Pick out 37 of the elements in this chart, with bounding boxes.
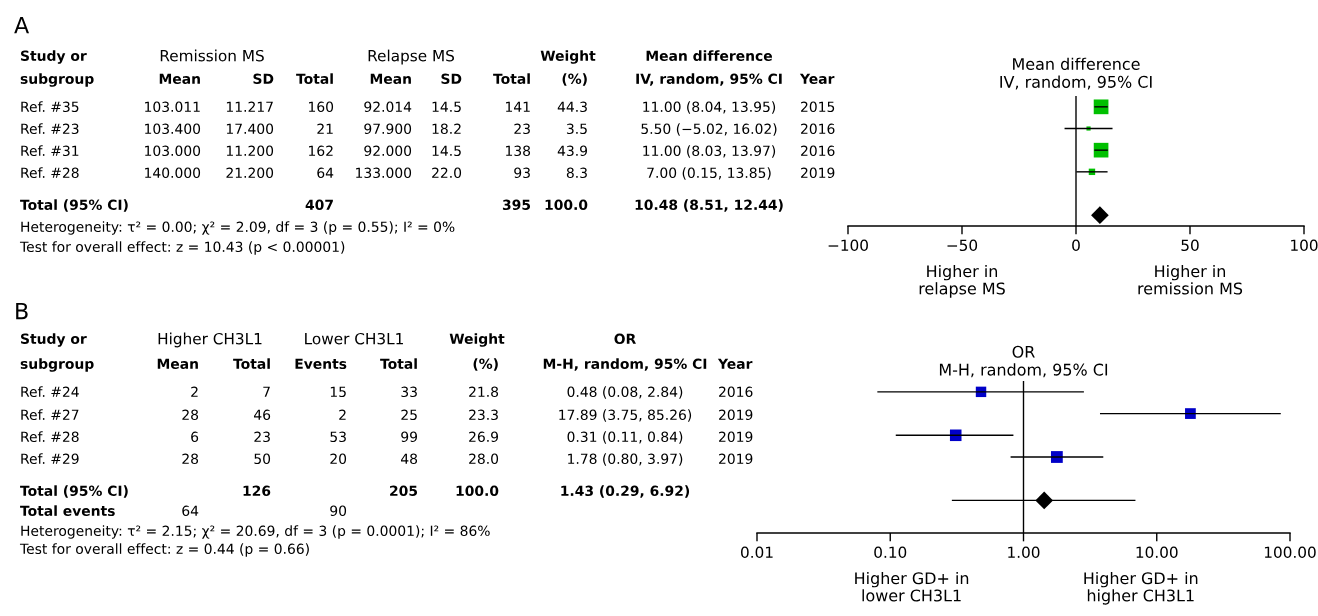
text: Ref. #27 28 46 2 25 23.3 17.89 (3.75, 85.26) 2019 [21, 409, 753, 422]
chart-title: OR M-H, random, 95% CI [939, 345, 1108, 378]
text: Ref. #31 103.000 11.200 162 92.000 14.5 138 43.9 11.00 (8.03, 13.97) 2016 [21, 145, 835, 158]
text: Ref. #28 6 23 53 99 26.9 0.31 (0.11, 0.84) 2019 [21, 431, 753, 444]
text: Total (95% CI) 126 205 100.0 1.43 (0.29, 6.92) [20, 485, 690, 498]
text: Ref. #35 103.011 11.217 160 92.014 14.5 141 44.3 11.00 (8.04, 13.95) 2015 [21, 101, 835, 114]
x-tick-label: 50 [1181, 239, 1199, 252]
text: Higher GD+ in higher CH3L1 [1084, 571, 1198, 605]
x-tick-label: 0.01 [741, 546, 773, 559]
text: Heterogeneity: τ² = 0.00; χ² = 2.09, df = 3 (p = 0.55); I² = 0% [21, 221, 455, 235]
x-tick-label: 10.00 [1136, 546, 1178, 559]
text: Higher in relapse MS [919, 264, 1005, 298]
text: A [14, 16, 30, 34]
text: subgroup Mean Total Events Total (%) M-H, random, 95% CI Year [20, 358, 753, 372]
text: Ref. #29 28 50 20 48 28.0 1.78 (0.80, 3.97) 2019 [21, 453, 753, 466]
text: subgroup Mean SD Total Mean SD Total (%) IV, random, 95% CI Year [20, 73, 835, 87]
chart-title: Mean difference IV, random, 95% CI [1000, 57, 1152, 90]
x-tick-label: 1.00 [1008, 546, 1040, 559]
text: Study or Higher CH3L1 Lower CH3L1 Weight OR [21, 332, 636, 348]
x-tick-label: −100 [828, 239, 868, 252]
text: Ref. #24 2 7 15 33 21.8 0.48 (0.08, 2.84) 2016 [21, 386, 753, 399]
x-tick-label: 100.00 [1264, 546, 1316, 559]
text: Ref. #23 103.400 17.400 21 97.900 18.2 23 3.5 5.50 (−5.02, 16.02) 2016 [21, 123, 835, 136]
text: Higher in remission MS [1138, 264, 1243, 295]
x-tick-label: −50 [947, 239, 978, 252]
text: Test for overall effect: z = 10.43 (p < 0.00001) [19, 241, 345, 255]
text: Test for overall effect: z = 0.44 (p = 0.66) [19, 543, 309, 557]
text: Study or Remission MS Relapse MS Weight Mean difference [21, 49, 772, 65]
text: Ref. #28 140.000 21.200 64 133.000 22.0 93 8.3 7.00 (0.15, 13.85) 2019 [21, 167, 835, 180]
text: Total (95% CI) 407 395 100.0 10.48 (8.51, 12.44) [20, 199, 783, 212]
text: Total events 64 90 [20, 505, 347, 517]
x-tick-label: 0 [1072, 239, 1080, 252]
x-tick-label: 0.10 [874, 546, 907, 559]
text: Heterogeneity: τ² = 2.15; χ² = 20.69, df = 3 (p = 0.0001); I² = 86% [21, 525, 490, 539]
text: B [16, 302, 28, 320]
text: Higher GD+ in lower CH3L1 [855, 571, 969, 602]
x-tick-label: 100 [1291, 239, 1318, 252]
